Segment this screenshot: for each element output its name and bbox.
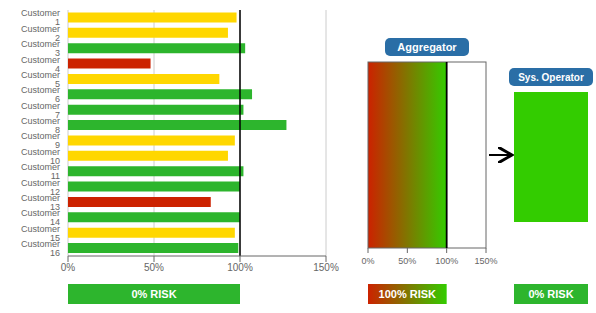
svg-text:Aggregator: Aggregator: [397, 41, 457, 53]
svg-text:100% RISK: 100% RISK: [379, 288, 437, 300]
svg-text:150%: 150%: [474, 256, 497, 266]
svg-text:Sys. Operator: Sys. Operator: [518, 72, 584, 83]
svg-text:150%: 150%: [313, 262, 339, 273]
svg-text:0% RISK: 0% RISK: [528, 288, 573, 300]
svg-text:50%: 50%: [398, 256, 416, 266]
svg-text:0%: 0%: [61, 262, 76, 273]
svg-text:0% RISK: 0% RISK: [131, 288, 176, 300]
svg-text:0%: 0%: [361, 256, 374, 266]
svg-text:50%: 50%: [144, 262, 164, 273]
svg-text:Customer16: Customer16: [21, 239, 60, 258]
svg-text:100%: 100%: [227, 262, 253, 273]
svg-text:100%: 100%: [435, 256, 458, 266]
